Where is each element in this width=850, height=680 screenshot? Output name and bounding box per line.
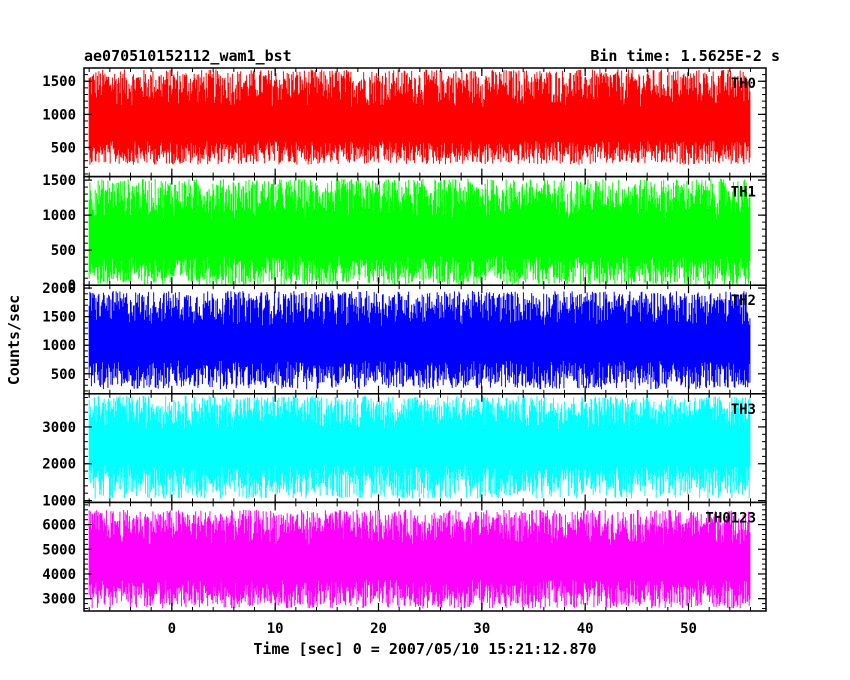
y-tick-label: 5000 [42, 542, 76, 558]
y-tick-label: 1000 [42, 494, 76, 510]
lightcurve-th0 [88, 69, 751, 165]
chart-title-right: Bin time: 1.5625E-2 s [590, 47, 780, 65]
x-tick-label: 50 [680, 621, 697, 637]
panel-th0123: 3000 4000 5000 6000 TH0123 [42, 501, 767, 612]
y-tick-label: 4000 [42, 567, 76, 583]
lightcurve-th2 [88, 290, 751, 390]
panel-th3: 1000 2000 3000 TH3 [42, 393, 767, 510]
x-tick-label: 40 [577, 621, 594, 637]
panel-label: TH1 [731, 185, 756, 201]
y-tick-label: 1000 [42, 208, 76, 224]
x-tick-label: 20 [370, 621, 387, 637]
x-tick-label: 0 [168, 621, 176, 637]
panel-label: TH0 [731, 76, 756, 92]
y-tick-label: 1000 [42, 338, 76, 354]
panel-label: TH3 [731, 402, 756, 418]
y-tick-label: 6000 [42, 518, 76, 534]
y-tick-label: 1500 [42, 310, 76, 326]
y-axis-label: Counts/sec [5, 295, 23, 385]
panel-th1: 0 500 1000 1500 TH1 [42, 173, 767, 294]
panel-th0: 500 1000 1500 TH0 [42, 67, 767, 178]
x-tick-label: 10 [267, 621, 284, 637]
chart-title-left: ae070510152112_wam1_bst [84, 47, 292, 65]
y-tick-label: 2000 [42, 281, 76, 297]
panel-label: TH2 [731, 293, 756, 309]
x-axis-label: Time [sec] 0 = 2007/05/10 15:21:12.870 [253, 640, 596, 658]
y-tick-label: 3000 [42, 420, 76, 436]
y-tick-label: 2000 [42, 457, 76, 473]
y-tick-label: 3000 [42, 592, 76, 608]
lightcurve-th3 [88, 395, 751, 499]
panel-th2: 500 1000 1500 2000 TH2 [42, 281, 767, 395]
y-tick-label: 0 [68, 278, 76, 294]
y-tick-label: 500 [51, 367, 76, 383]
y-tick-label: 1500 [42, 74, 76, 90]
panel-label: TH0123 [705, 510, 756, 526]
x-tick-label: 30 [473, 621, 490, 637]
panel-frame [83, 501, 767, 612]
lightcurve-th0123 [88, 509, 751, 609]
y-tick-label: 1000 [42, 107, 76, 123]
lightcurve-th1 [88, 178, 751, 286]
y-tick-label: 1500 [42, 173, 76, 189]
y-tick-label: 500 [51, 140, 76, 156]
y-tick-label: 500 [51, 243, 76, 259]
